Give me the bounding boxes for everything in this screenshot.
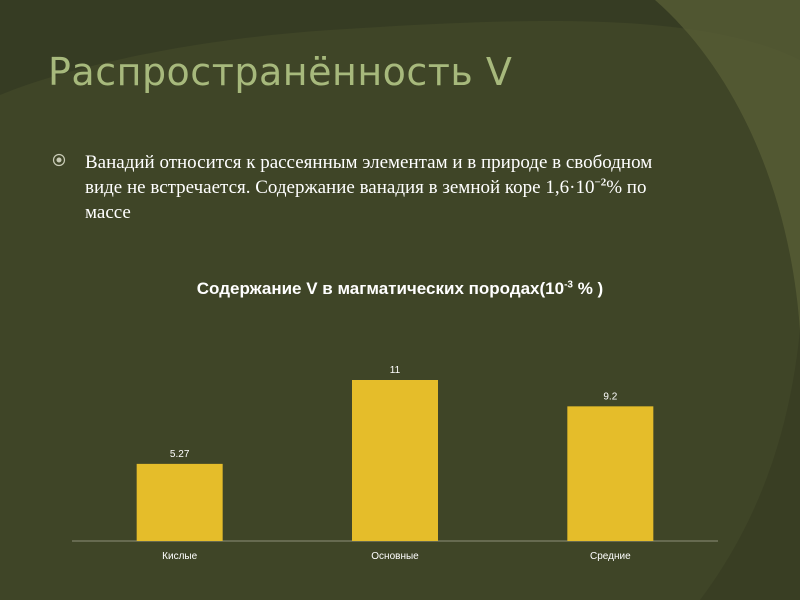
data-label: 11 (390, 365, 401, 376)
bullet-text-main: Ванадий относится к рассеянным элементам… (85, 152, 653, 198)
x-tick-label: Средние (590, 551, 631, 562)
x-tick-label: Основные (371, 551, 419, 562)
data-label: 9.2 (603, 391, 617, 402)
chart-title: Содержание V в магматических породах(10-… (0, 279, 800, 299)
slide-title: Распространённость V (48, 50, 513, 94)
data-label: 5.27 (170, 449, 190, 460)
background-arc-right (655, 0, 800, 330)
bullet-text-unit: % по массе (85, 177, 647, 223)
chart-title-exponent: -3 (564, 279, 573, 291)
bullet-text: Ванадий относится к рассеянным элементам… (85, 150, 692, 225)
circle-bullet-icon (52, 153, 66, 167)
background-arc-lower (700, 330, 800, 600)
bar (352, 380, 438, 541)
chart-title-unit: % ) (573, 279, 604, 298)
x-tick-label: Кислые (162, 551, 197, 562)
background-arc-left (0, 0, 800, 95)
bar (136, 463, 223, 541)
chart-title-main: Содержание V в магматических породах(10 (196, 279, 565, 298)
bullet-item: Ванадий относится к рассеянным элементам… (52, 150, 692, 225)
bar (567, 406, 654, 541)
bullet-exponent: −2 (594, 176, 607, 189)
